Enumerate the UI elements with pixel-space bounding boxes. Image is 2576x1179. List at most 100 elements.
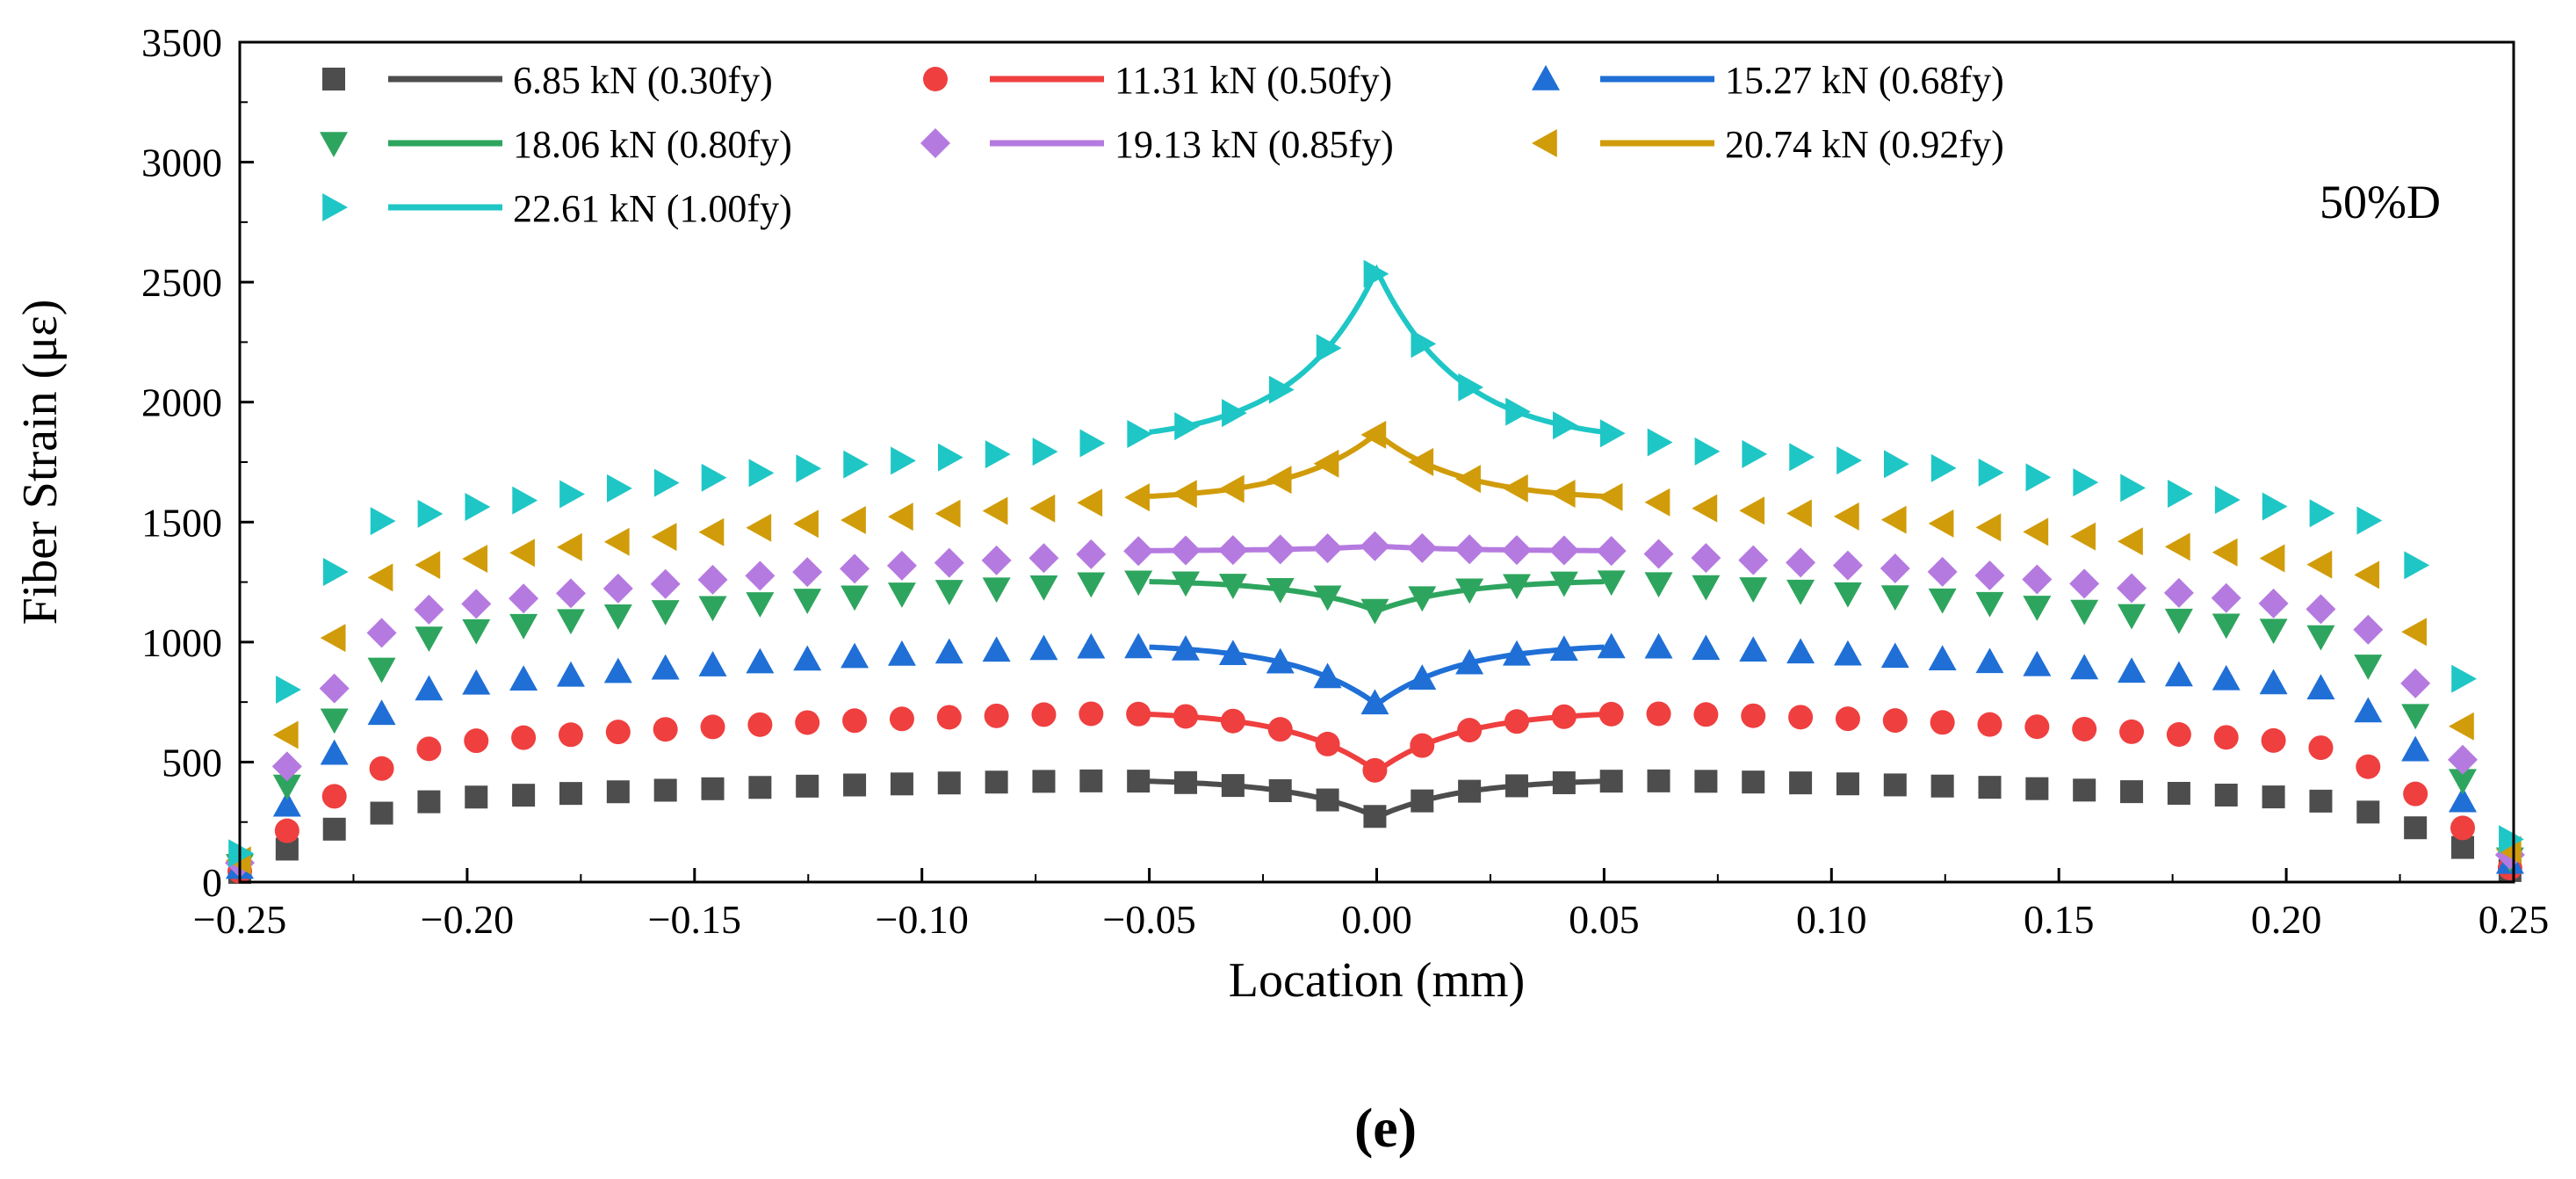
series-7-point [1127, 420, 1153, 449]
series-7-point [276, 675, 301, 704]
series-2-point [274, 818, 299, 843]
x-tick-label: −0.15 [648, 897, 741, 942]
series-7-point [1694, 437, 1721, 466]
series-7-point [2404, 551, 2430, 580]
series-7-point [2451, 664, 2478, 693]
series-3-point [1928, 645, 1957, 671]
series-1-point [2073, 778, 2096, 802]
series-2-point [1930, 710, 1955, 735]
series-2-point [1598, 701, 1624, 727]
series-2-fit-line [1149, 712, 1605, 776]
series-6-point [887, 503, 913, 532]
series-3-point [2164, 661, 2193, 687]
series-4-point [272, 774, 301, 800]
series-5-point [1974, 561, 2005, 591]
series-3-point [272, 791, 301, 817]
series-1-point [1978, 776, 2002, 799]
series-4-point [841, 585, 869, 611]
series-5-markers [225, 531, 2525, 879]
series-6-point [509, 539, 535, 568]
series-7-point [2073, 468, 2099, 497]
series-7-point [843, 450, 869, 479]
series-7-point [1647, 428, 1673, 457]
series-1-point [2356, 800, 2380, 824]
series-6-point [746, 513, 772, 542]
series-3-point [1644, 633, 1673, 659]
series-4-point [1597, 570, 1626, 597]
series-5-point [1832, 550, 1863, 581]
series-2-point [700, 714, 725, 740]
series-4-point [1029, 575, 1058, 601]
series-4-point [556, 609, 585, 635]
series-2-point [1882, 708, 1908, 734]
series-4-fit-line [1149, 579, 1605, 614]
series-2-point [2072, 716, 2097, 741]
series-2-markers [227, 701, 2522, 884]
series-7-point [2262, 492, 2288, 521]
series-7-point [2214, 486, 2240, 515]
legend-label: 18.06 kN (0.80fy) [513, 123, 792, 166]
legend-marker [322, 68, 345, 90]
y-axis-ticks: 0 500 1000 1500 2000 2500 3000 3500 [141, 20, 254, 905]
series-6-point [1644, 488, 1670, 517]
series-2-point [936, 705, 962, 730]
series-1-point [1836, 772, 1859, 796]
series-1-point [890, 772, 913, 796]
figure-caption: (e) [1354, 1096, 1417, 1159]
series-6-point [1077, 488, 1103, 517]
series-1-point [512, 784, 536, 807]
series-2-point [1079, 701, 1104, 727]
series-2-point [369, 756, 394, 781]
series-7-point [322, 558, 349, 587]
series-5-point [2022, 564, 2053, 595]
series-5-point [2211, 582, 2241, 613]
legend-item-7: 22.61 kN (1.00fy) [322, 187, 792, 230]
series-3-point [934, 638, 963, 664]
series-1-point [417, 790, 441, 814]
series-6-point [367, 563, 393, 592]
y-tick-label: 3000 [141, 141, 222, 185]
series-7-point [985, 440, 1011, 469]
series-1-point [559, 782, 582, 806]
series-5-point [886, 550, 917, 581]
series-1-point [2309, 789, 2333, 813]
series-7-point [1930, 453, 1957, 482]
series-3-point [1975, 647, 2004, 674]
series-4-point [2259, 618, 2288, 645]
x-tick-label: 0.20 [2251, 897, 2322, 942]
series-4-point [462, 618, 491, 645]
series-3-point [2401, 735, 2430, 762]
legend-marker [320, 132, 348, 157]
series-2-point [795, 710, 820, 735]
series-2-point [2261, 727, 2286, 753]
series-5-point [792, 557, 823, 588]
series-7-point [1599, 419, 1626, 448]
y-tick-label: 1000 [141, 620, 222, 665]
series-2-point [558, 722, 583, 748]
series-7-point [1883, 450, 1909, 479]
legend-marker [923, 67, 948, 91]
series-5-point [1927, 556, 1958, 587]
series-5-point [271, 751, 302, 782]
series-3-fit-line [1149, 644, 1605, 708]
series-3-point [982, 636, 1011, 662]
series-3-markers [226, 633, 2524, 879]
series-6-point [651, 523, 677, 552]
series-5-point [1076, 539, 1107, 569]
series-1-point [322, 817, 346, 841]
series-1-point [2214, 783, 2238, 806]
series-5-point [555, 578, 586, 609]
series-2-point [2403, 781, 2428, 806]
series-7-point [937, 443, 963, 472]
series-4-point [2070, 599, 2099, 626]
series-6-point [1692, 494, 1718, 523]
series-4-point [746, 592, 775, 618]
y-tick-label: 3500 [141, 20, 222, 65]
series-6-point [462, 545, 488, 574]
series-5-point [2305, 594, 2336, 625]
series-1-point [370, 801, 393, 825]
series-4-point [2023, 596, 2052, 621]
series-3-point [2354, 697, 2383, 723]
series-4-point [1833, 582, 1862, 608]
series-4-point [415, 626, 444, 653]
